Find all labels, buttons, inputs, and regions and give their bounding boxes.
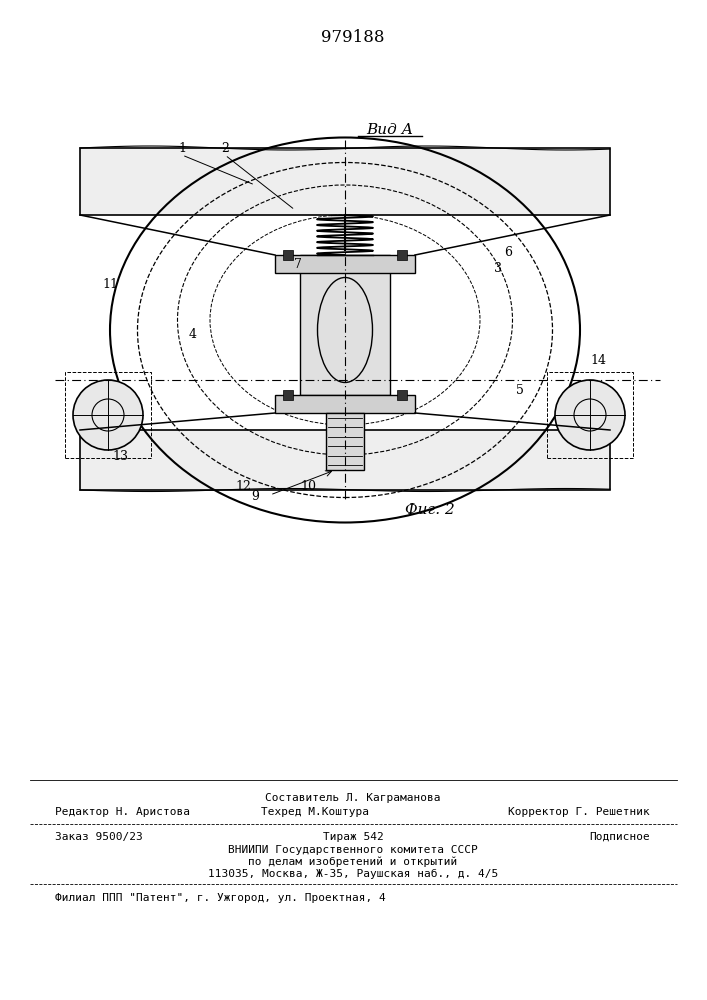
Text: Редактор Н. Аристова: Редактор Н. Аристова <box>55 807 190 817</box>
Text: Заказ 9500/23: Заказ 9500/23 <box>55 832 143 842</box>
Text: 10: 10 <box>300 481 316 493</box>
Text: 113035, Москва, Ж-35, Раушская наб., д. 4/5: 113035, Москва, Ж-35, Раушская наб., д. … <box>208 869 498 879</box>
Text: Корректор Г. Решетник: Корректор Г. Решетник <box>508 807 650 817</box>
Text: Филиал ППП "Патент", г. Ужгород, ул. Проектная, 4: Филиал ППП "Патент", г. Ужгород, ул. Про… <box>55 893 386 903</box>
Text: ВНИИПИ Государственного комитета СССР: ВНИИПИ Государственного комитета СССР <box>228 845 478 855</box>
Text: 14: 14 <box>590 354 606 366</box>
Text: 1: 1 <box>178 141 186 154</box>
Bar <box>547 372 633 458</box>
Circle shape <box>555 380 625 450</box>
Text: 5: 5 <box>516 383 524 396</box>
Text: Вид А: Вид А <box>366 123 414 137</box>
Text: 4: 4 <box>189 328 197 342</box>
Text: 979188: 979188 <box>321 29 385 46</box>
Text: 9: 9 <box>251 490 259 504</box>
Text: Техред М.Коштура: Техред М.Коштура <box>261 807 369 817</box>
Circle shape <box>73 380 143 450</box>
Bar <box>283 250 293 260</box>
Text: 13: 13 <box>112 450 128 462</box>
Text: 6: 6 <box>504 245 512 258</box>
Text: 12: 12 <box>235 481 251 493</box>
Bar <box>326 413 364 470</box>
Text: 3: 3 <box>494 261 502 274</box>
Text: Подписное: Подписное <box>589 832 650 842</box>
Bar <box>275 395 415 413</box>
Bar <box>300 255 390 395</box>
Text: 11: 11 <box>102 278 118 292</box>
Bar <box>80 430 610 490</box>
Text: 2: 2 <box>221 141 229 154</box>
Bar <box>397 390 407 400</box>
Bar <box>397 250 407 260</box>
Bar <box>275 255 415 273</box>
Text: Тираж 542: Тираж 542 <box>322 832 383 842</box>
Text: по делам изобретений и открытий: по делам изобретений и открытий <box>248 857 457 867</box>
Bar <box>283 390 293 400</box>
Text: 7: 7 <box>294 258 302 271</box>
Bar <box>65 372 151 458</box>
Text: Составитель Л. Каграманова: Составитель Л. Каграманова <box>265 793 440 803</box>
Bar <box>80 148 610 215</box>
Text: Фиг. 2: Фиг. 2 <box>405 503 455 517</box>
